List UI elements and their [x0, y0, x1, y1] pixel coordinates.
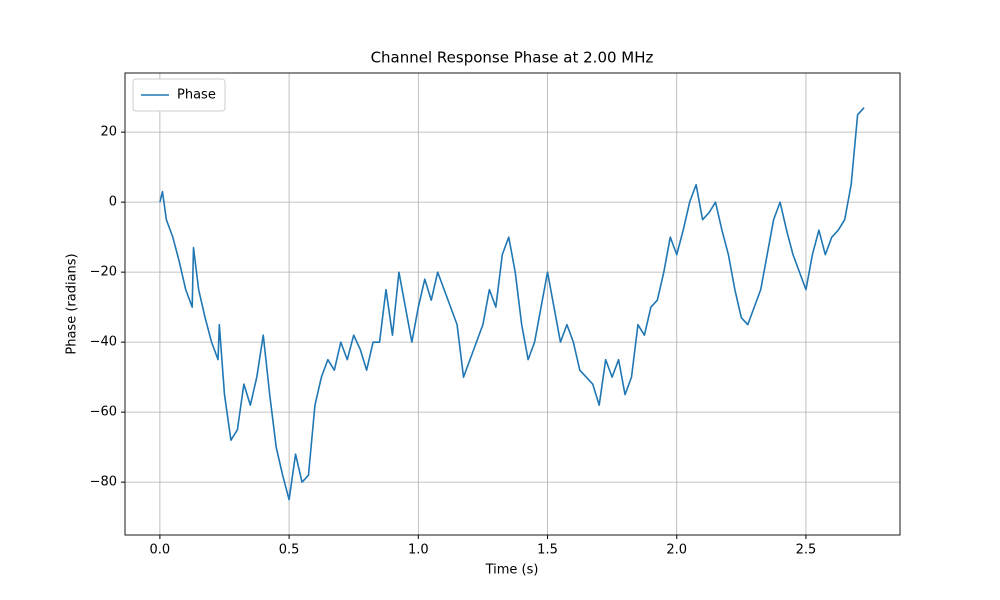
x-axis-label: Time (s) [485, 563, 539, 578]
y-tick-label: 0 [109, 195, 117, 210]
x-tick-label: 2.0 [666, 543, 687, 558]
y-tick-label: −40 [90, 335, 117, 350]
line-series [159, 107, 865, 501]
x-tick-label: 0.5 [279, 543, 300, 558]
x-tick-label: 0.0 [150, 543, 171, 558]
x-tick-label: 1.5 [537, 543, 558, 558]
x-tick-label: 1.0 [408, 543, 429, 558]
legend-label: Phase [177, 88, 216, 103]
y-tick-label: −60 [90, 405, 117, 420]
chart-title: Channel Response Phase at 2.00 MHz [371, 49, 654, 67]
plot-frame [124, 72, 901, 536]
y-tick-label: −20 [90, 265, 117, 280]
x-tick-label: 2.5 [796, 543, 817, 558]
legend-box [132, 78, 226, 112]
y-tick-label: 20 [100, 125, 117, 140]
y-tick-label: −80 [90, 475, 117, 490]
y-axis-label: Phase (radians) [65, 253, 80, 354]
